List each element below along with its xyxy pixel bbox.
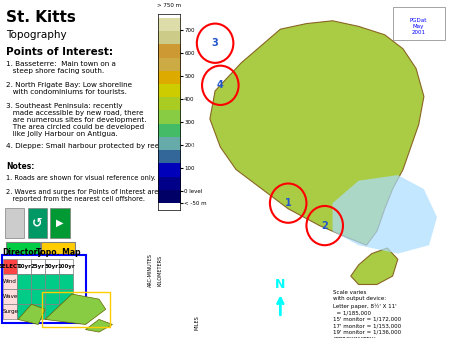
Polygon shape: [210, 21, 424, 245]
Text: 2: 2: [321, 221, 328, 231]
Text: Topo. Map: Topo. Map: [36, 248, 81, 257]
Text: St. Kitts: St. Kitts: [6, 10, 76, 25]
Text: 3: 3: [212, 38, 219, 48]
Text: Wave: Wave: [3, 294, 18, 299]
Polygon shape: [45, 294, 106, 324]
Bar: [59, 289, 73, 304]
Bar: [17, 259, 31, 274]
Text: Directory: Directory: [3, 248, 43, 257]
Bar: [31, 289, 45, 304]
Bar: [59, 304, 73, 319]
Text: 17.433 N: 17.433 N: [264, 13, 297, 18]
Text: 4: 4: [217, 80, 224, 90]
Text: 3. Southeast Peninsula: recently
   made accessible by new road, there
   are nu: 3. Southeast Peninsula: recently made ac…: [6, 103, 147, 138]
Text: Wind: Wind: [3, 279, 17, 284]
Text: 17.2 N: 17.2 N: [269, 276, 292, 282]
Bar: [17, 304, 31, 319]
Text: 10yr: 10yr: [17, 264, 31, 269]
Text: Points of Interest:: Points of Interest:: [6, 47, 113, 57]
FancyBboxPatch shape: [41, 242, 75, 264]
Text: Topography: Topography: [6, 30, 67, 41]
Text: Notes:: Notes:: [6, 162, 35, 171]
Bar: [3, 289, 17, 304]
Bar: [45, 304, 59, 319]
Bar: [3, 304, 17, 319]
Bar: [59, 259, 73, 274]
FancyBboxPatch shape: [27, 208, 47, 238]
Text: 62.883 W: 62.883 W: [192, 134, 197, 160]
Text: PGDat
May
2001: PGDat May 2001: [410, 18, 427, 35]
Text: KILOMETERS: KILOMETERS: [158, 255, 163, 286]
Polygon shape: [18, 304, 45, 324]
Bar: [45, 259, 59, 274]
Text: 50yr: 50yr: [45, 264, 59, 269]
Text: ▶: ▶: [56, 218, 64, 228]
Bar: [31, 274, 45, 289]
Text: Surge: Surge: [2, 309, 18, 314]
FancyBboxPatch shape: [5, 208, 24, 238]
Polygon shape: [351, 248, 398, 285]
Polygon shape: [333, 175, 437, 254]
Text: 4. Dieppe: Small harbour protected by reefs.: 4. Dieppe: Small harbour protected by re…: [6, 143, 168, 149]
Text: 25yr: 25yr: [31, 264, 45, 269]
Text: SELECT: SELECT: [0, 264, 22, 269]
Text: 62.625 W: 62.625 W: [442, 134, 447, 160]
Bar: [3, 259, 17, 274]
Text: 1. Basseterre:  Main town on a
   steep shore facing south.: 1. Basseterre: Main town on a steep shor…: [6, 61, 117, 74]
Text: 1: 1: [285, 198, 292, 208]
Text: 2. Waves and surges for Points of Interest are
   reported from the nearest cell: 2. Waves and surges for Points of Intere…: [6, 189, 159, 201]
Text: 2. North Frigate Bay: Low shoreline
   with condominiums for tourists.: 2. North Frigate Bay: Low shoreline with…: [6, 82, 133, 95]
Text: 100yr: 100yr: [57, 264, 75, 269]
Bar: [45, 274, 59, 289]
Text: ↺: ↺: [32, 217, 42, 230]
Bar: [42, 291, 110, 327]
Text: Scale varies
with output device:
Letter paper, 8½' X 11'
  = 1/185,000
15' monit: Scale varies with output device: Letter …: [333, 290, 400, 338]
Bar: [17, 274, 31, 289]
Bar: [17, 289, 31, 304]
Bar: [31, 304, 45, 319]
Bar: [59, 274, 73, 289]
FancyBboxPatch shape: [6, 242, 40, 264]
Text: 1. Roads are shown for visual reference only.: 1. Roads are shown for visual reference …: [6, 175, 156, 181]
Bar: [31, 259, 45, 274]
Bar: [3, 274, 17, 289]
Bar: [2, 255, 86, 323]
Polygon shape: [86, 319, 112, 332]
Text: > 750 m: > 750 m: [157, 3, 181, 8]
Text: N: N: [275, 279, 286, 291]
Bar: [392, 7, 445, 41]
Bar: [45, 289, 59, 304]
Text: ARC-MINUTES: ARC-MINUTES: [148, 254, 153, 287]
FancyBboxPatch shape: [50, 208, 70, 238]
Text: MILES: MILES: [194, 315, 199, 330]
